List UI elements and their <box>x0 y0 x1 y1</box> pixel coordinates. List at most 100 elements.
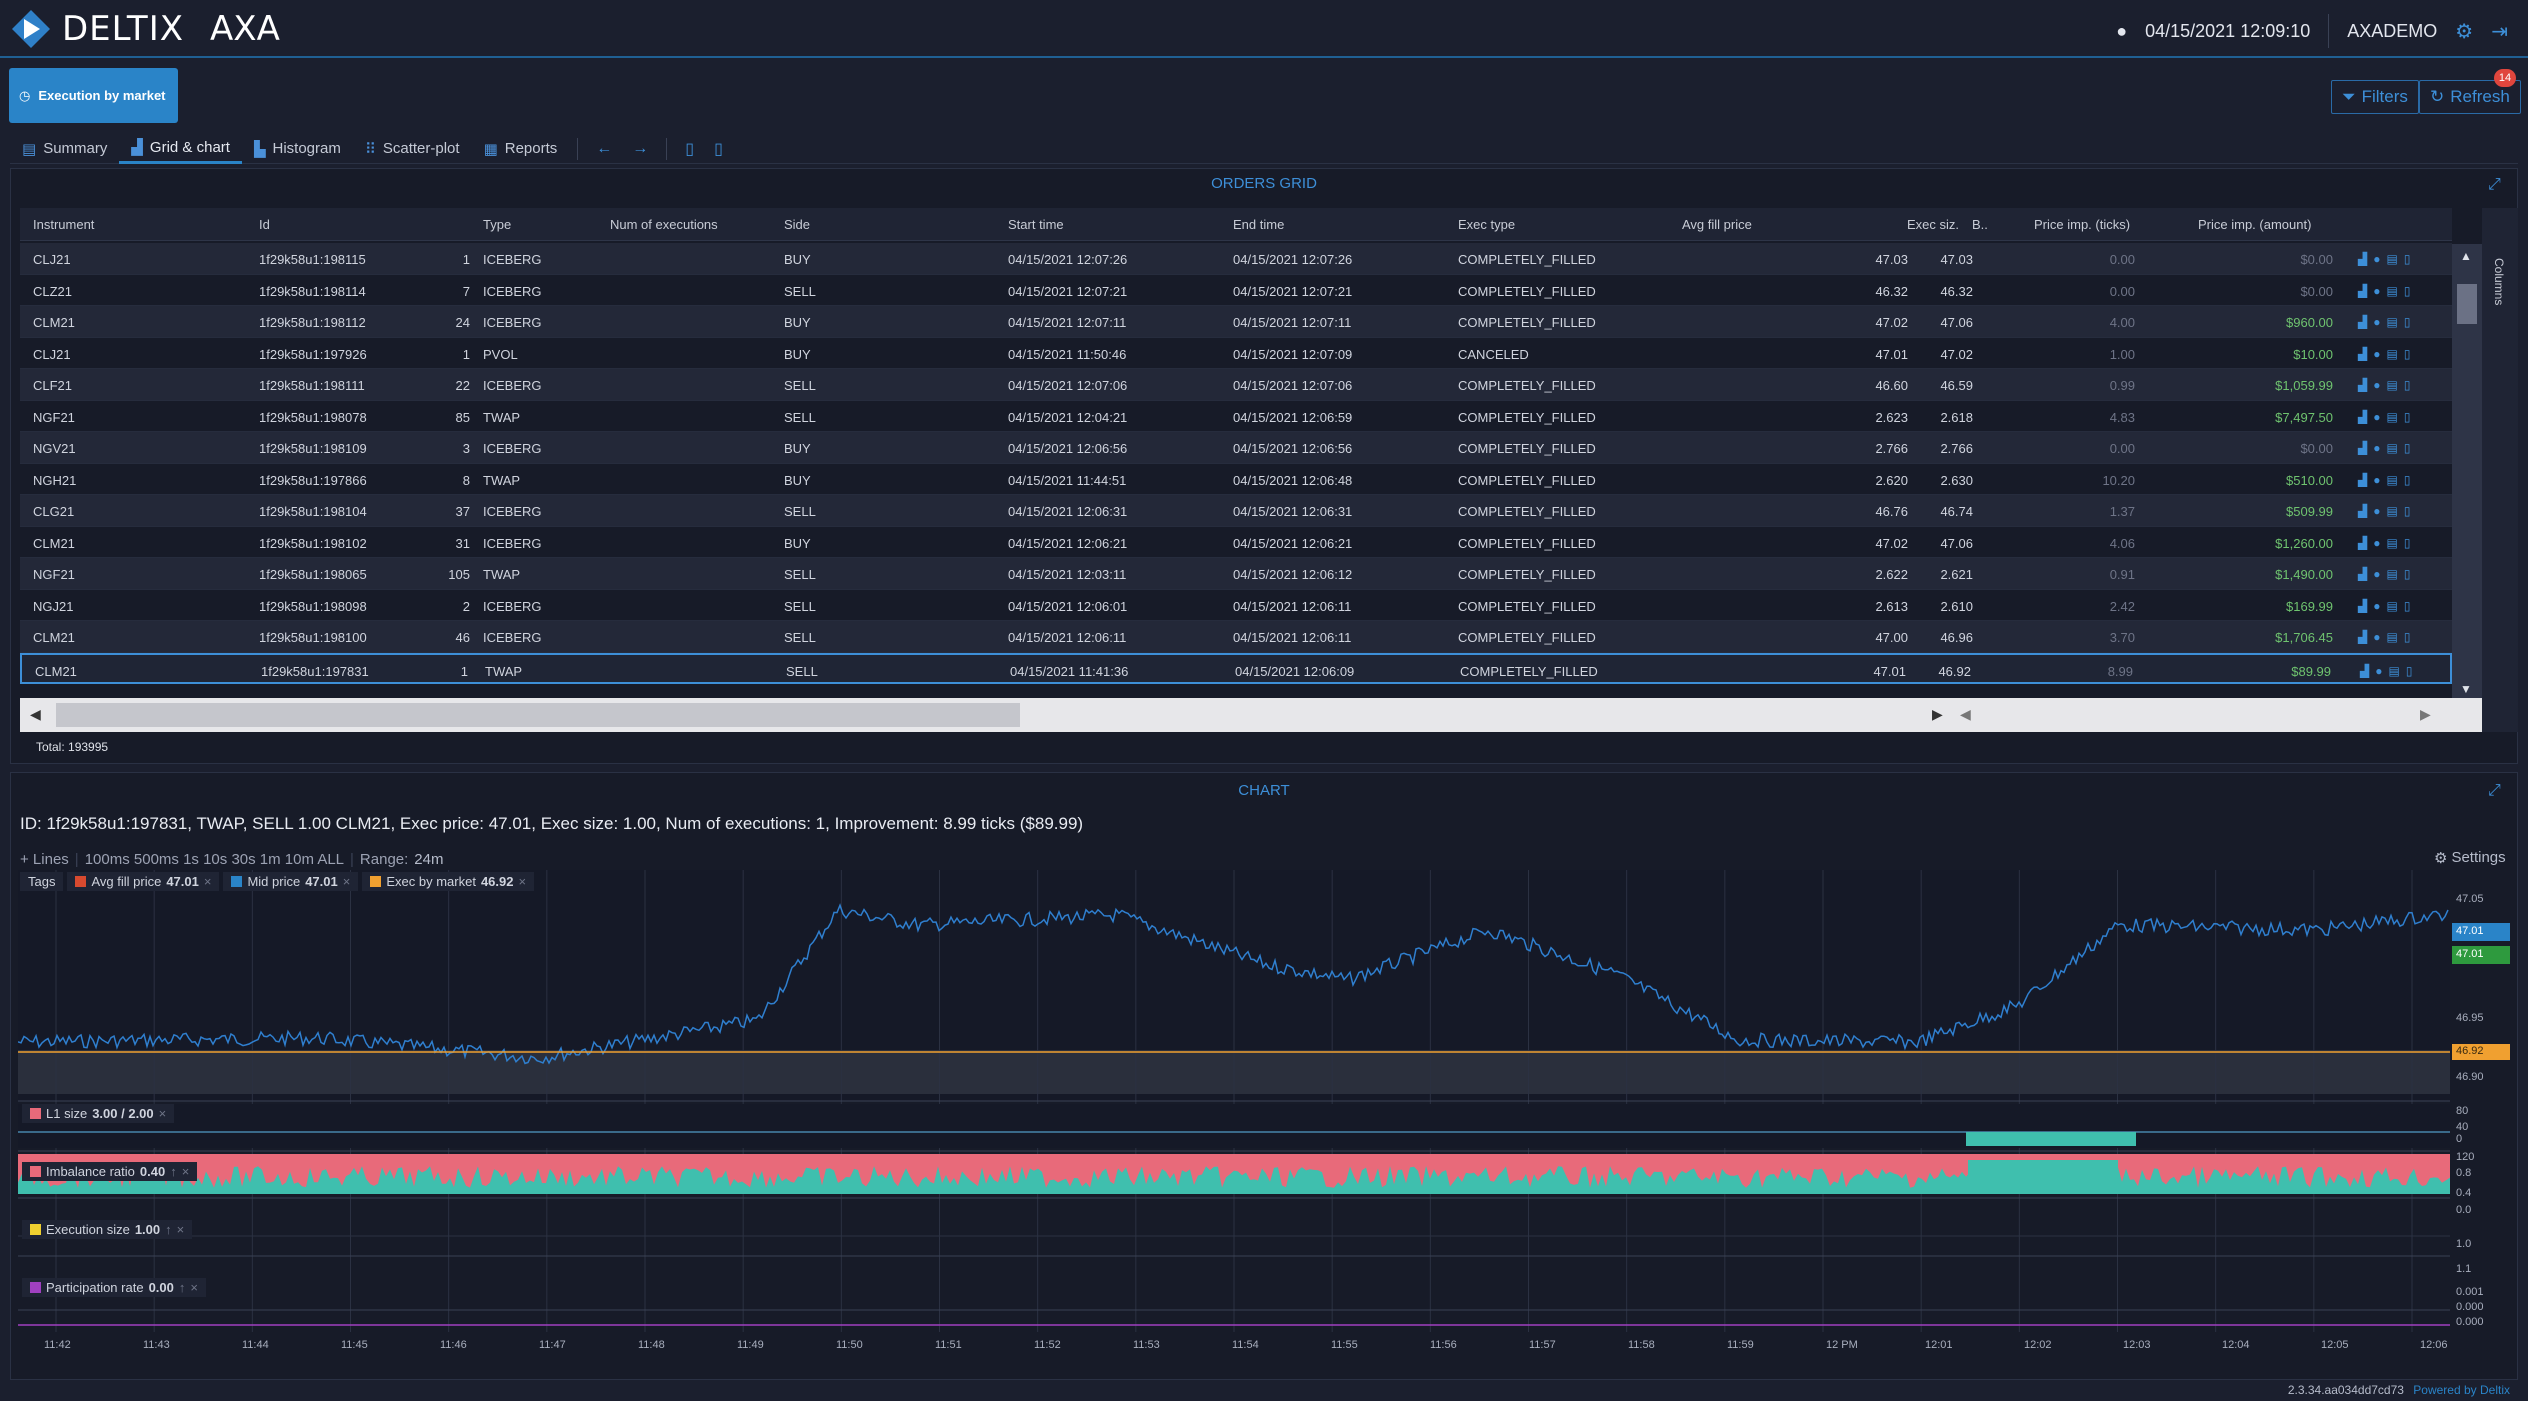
scrollbar-thumb[interactable] <box>2457 284 2477 324</box>
range-value[interactable]: 24m <box>414 851 444 868</box>
back-arrow-icon[interactable]: ← <box>596 139 613 157</box>
chart-expand-icon[interactable]: ⤢ <box>2488 782 2501 799</box>
powered-by-link[interactable]: Powered by Deltix <box>2413 1383 2510 1397</box>
gear-icon[interactable]: ⚙ <box>2455 20 2474 43</box>
row-action-icons[interactable]: ▟●▤▯ <box>2358 252 2417 266</box>
table-row[interactable]: CLJ21 1f29k58u1:197926 PVOL 1 BUY 04/15/2021 … <box>20 338 2452 369</box>
scroll-up-icon[interactable]: ▲ <box>2460 249 2472 263</box>
row-action-icons[interactable]: ▟●▤▯ <box>2358 598 2417 613</box>
username[interactable]: AXADEMO <box>2347 20 2438 41</box>
filters-button[interactable]: ⏷ Filters <box>2331 80 2419 114</box>
table-row[interactable]: CLM21 1f29k58u1:197831 TWAP 1 SELL 04/15/2021… <box>20 652 2452 684</box>
pin-icon[interactable]: ↑ <box>178 1280 186 1295</box>
col-end-time[interactable]: End time <box>1233 217 1285 232</box>
col-side[interactable]: Side <box>784 217 811 232</box>
close-icon[interactable]: × <box>190 1280 198 1295</box>
col-exec-type[interactable]: Exec type <box>1458 217 1516 232</box>
close-icon[interactable]: × <box>158 1106 167 1121</box>
col-id[interactable]: Id <box>259 217 270 232</box>
tab-summary[interactable]: ▤ Summary <box>10 134 119 164</box>
chart-canvas[interactable] <box>18 870 2518 1340</box>
table-cell: COMPLETELY_FILLED <box>1458 315 1596 330</box>
close-icon[interactable]: × <box>518 874 527 889</box>
col-start-time[interactable]: Start time <box>1008 217 1064 232</box>
row-action-icons[interactable]: ▟●▤▯ <box>2358 315 2417 329</box>
tab-reports[interactable]: ▦ Reports <box>472 134 570 164</box>
scroll-left-icon-2[interactable]: ◀ <box>1960 706 1971 722</box>
table-row[interactable]: CLG21 1f29k58u1:198104 ICEBERG 37 SELL 04/15/… <box>20 495 2452 527</box>
export-doc-icon[interactable]: ▯ <box>685 140 695 158</box>
tags-button[interactable]: Tags <box>20 872 64 891</box>
forward-arrow-icon[interactable]: → <box>632 139 649 157</box>
legend-imbalance[interactable]: Imbalance ratio 0.40 ↑ × <box>22 1162 198 1181</box>
row-action-icons[interactable]: ▟●▤▯ <box>2358 472 2417 487</box>
legend-l1-size[interactable]: L1 size 3.00 / 2.00 × <box>22 1104 175 1123</box>
export-pdf-icon[interactable]: ▯ <box>714 140 723 158</box>
pin-icon[interactable]: ↑ <box>170 1164 177 1179</box>
close-icon[interactable]: × <box>342 874 351 889</box>
columns-side-panel[interactable]: Columns <box>2482 208 2518 732</box>
legend-avg-fill[interactable]: Avg fill price 47.01 × <box>67 872 220 891</box>
row-action-icons[interactable]: ▟●▤▯ <box>2358 346 2417 361</box>
table-row[interactable]: NGF21 1f29k58u1:198065 TWAP 105 SELL 04/15/20… <box>20 558 2452 590</box>
row-action-icons[interactable]: ▟●▤▯ <box>2358 567 2417 581</box>
tab-histogram[interactable]: ▙ Histogram <box>242 134 353 164</box>
row-action-icons[interactable]: ▟●▤▯ <box>2358 283 2417 298</box>
scroll-left-icon[interactable]: ◀ <box>30 706 41 722</box>
table-row[interactable]: CLM21 1f29k58u1:198100 ICEBERG 46 SELL 04/15/… <box>20 621 2452 653</box>
table-row[interactable]: CLM21 1f29k58u1:198102 ICEBERG 31 BUY 04/15/2… <box>20 527 2452 558</box>
table-row[interactable]: NGF21 1f29k58u1:198078 TWAP 85 SELL 04/15/202… <box>20 401 2452 432</box>
table-cell: CLZ21 <box>33 283 73 299</box>
col-avg-fill-price[interactable]: Avg fill price <box>1682 217 1752 232</box>
col-type[interactable]: Type <box>483 217 512 232</box>
expand-icon[interactable]: ⤢ <box>2488 176 2501 193</box>
horizontal-scrollbar[interactable]: ◀ ▶ ◀ ▶ <box>20 698 2482 732</box>
add-lines-button[interactable]: + Lines <box>20 851 69 868</box>
table-row[interactable]: CLF21 1f29k58u1:198111 ICEBERG 22 SELL 04/15/… <box>20 369 2452 401</box>
scroll-down-icon[interactable]: ▼ <box>2460 682 2472 696</box>
pin-icon[interactable]: ↑ <box>165 1222 172 1237</box>
table-row[interactable]: NGV21 1f29k58u1:198109 ICEBERG 3 BUY 04/15/20… <box>20 432 2452 464</box>
table-row[interactable]: NGJ21 1f29k58u1:198098 ICEBERG 2 SELL 04/15/2… <box>20 590 2452 621</box>
row-action-icons[interactable]: ▟●▤▯ <box>2358 409 2417 424</box>
tab-scatter-plot[interactable]: ⠿ Scatter-plot <box>353 134 472 164</box>
row-action-icons[interactable]: ▟●▤▯ <box>2358 378 2417 392</box>
row-action-icons[interactable]: ▟●▤▯ <box>2360 663 2419 678</box>
execution-by-market-button[interactable]: ◷ Execution by market <box>9 68 178 123</box>
chart-settings-button[interactable]: ⚙ Settings <box>2434 849 2506 867</box>
table-row[interactable]: NGH21 1f29k58u1:197866 TWAP 8 BUY 04/15/2021 … <box>20 464 2452 495</box>
table-row[interactable]: CLJ21 1f29k58u1:198115 ICEBERG 1 BUY 04/15/20… <box>20 243 2452 275</box>
close-icon[interactable]: × <box>203 874 212 889</box>
interval-selector[interactable]: 100ms 500ms 1s 10s 30s 1m 10m ALL <box>84 851 345 868</box>
tab-grid-chart[interactable]: ▟ Grid & chart <box>119 134 242 164</box>
legend-mid-price[interactable]: Mid price 47.01 × <box>223 872 359 891</box>
table-cell: 0.99 <box>2109 378 2135 393</box>
col-num-executions[interactable]: Num of executions <box>610 217 718 232</box>
col-price-imp-amount[interactable]: Price imp. (amount) <box>2198 217 2312 232</box>
mid-price-line <box>18 903 2449 1065</box>
legend-participation[interactable]: Participation rate 0.00 ↑ × <box>22 1278 206 1297</box>
close-icon[interactable]: × <box>181 1164 190 1179</box>
vertical-scrollbar[interactable]: ▲ ▼ <box>2452 244 2482 698</box>
col-b[interactable]: B.. <box>1972 217 1988 232</box>
row-action-icons[interactable]: ▟●▤▯ <box>2358 630 2417 644</box>
notification-badge[interactable]: 14 <box>2494 69 2516 87</box>
close-icon[interactable]: × <box>176 1222 185 1237</box>
row-action-icons[interactable]: ▟●▤▯ <box>2358 441 2417 455</box>
refresh-button[interactable]: ↻ Refresh <box>2419 80 2521 114</box>
hscroll-thumb[interactable] <box>56 703 1020 727</box>
table-row[interactable]: CLZ21 1f29k58u1:198114 ICEBERG 7 SELL 04/15/2… <box>20 275 2452 306</box>
orders-grid-title: ORDERS GRID <box>1211 175 1317 192</box>
scroll-right-icon-2[interactable]: ▶ <box>2420 706 2431 722</box>
col-price-imp-ticks[interactable]: Price imp. (ticks) <box>2034 217 2131 232</box>
col-instrument[interactable]: Instrument <box>33 217 95 232</box>
table-row[interactable]: CLM21 1f29k58u1:198112 ICEBERG 24 BUY 04/15/2… <box>20 306 2452 338</box>
col-exec-size[interactable]: Exec siz. <box>1907 217 1960 232</box>
logout-icon[interactable]: ⇥ <box>2491 20 2508 43</box>
legend-exec-market[interactable]: Exec by market 46.92 × <box>362 872 535 891</box>
table-cell: 31 <box>455 535 470 551</box>
scroll-right-icon[interactable]: ▶ <box>1932 706 1943 722</box>
legend-exec-size[interactable]: Execution size 1.00 ↑ × <box>22 1220 193 1239</box>
row-action-icons[interactable]: ▟●▤▯ <box>2358 504 2417 518</box>
row-action-icons[interactable]: ▟●▤▯ <box>2358 535 2417 550</box>
